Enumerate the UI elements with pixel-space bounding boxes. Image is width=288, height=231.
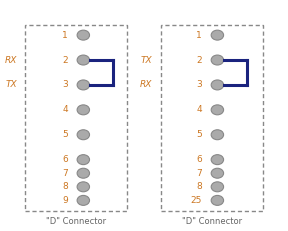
Text: 1: 1	[62, 31, 68, 40]
Circle shape	[211, 55, 223, 65]
Text: RX: RX	[5, 55, 17, 64]
Text: 2: 2	[196, 55, 202, 64]
Text: RX: RX	[140, 80, 152, 89]
Bar	[25, 25, 127, 211]
Circle shape	[77, 105, 90, 115]
Text: "D" Connector: "D" Connector	[46, 217, 106, 226]
Text: 6: 6	[196, 155, 202, 164]
Circle shape	[77, 30, 90, 40]
Circle shape	[77, 130, 90, 140]
Circle shape	[211, 80, 223, 90]
Text: TX: TX	[5, 80, 17, 89]
Circle shape	[77, 55, 90, 65]
Text: 25: 25	[190, 196, 202, 205]
Circle shape	[211, 130, 223, 140]
Text: TX: TX	[141, 55, 152, 64]
Circle shape	[211, 182, 223, 192]
Text: 5: 5	[196, 130, 202, 139]
Circle shape	[77, 182, 90, 192]
Text: 4: 4	[196, 105, 202, 114]
Text: 8: 8	[196, 182, 202, 191]
Text: 7: 7	[62, 169, 68, 178]
Text: 3: 3	[196, 80, 202, 89]
Circle shape	[211, 168, 223, 178]
Circle shape	[77, 168, 90, 178]
Text: 9: 9	[62, 196, 68, 205]
Circle shape	[77, 155, 90, 165]
Circle shape	[211, 155, 223, 165]
Text: 3: 3	[62, 80, 68, 89]
Text: 2: 2	[62, 55, 68, 64]
Circle shape	[77, 80, 90, 90]
Bar	[161, 25, 263, 211]
Circle shape	[211, 30, 223, 40]
Circle shape	[211, 105, 223, 115]
Text: 8: 8	[62, 182, 68, 191]
Text: "D" Connector: "D" Connector	[182, 217, 242, 226]
Text: 4: 4	[62, 105, 68, 114]
Text: 7: 7	[196, 169, 202, 178]
Text: 5: 5	[62, 130, 68, 139]
Circle shape	[77, 195, 90, 205]
Text: 6: 6	[62, 155, 68, 164]
Circle shape	[211, 195, 223, 205]
Text: 1: 1	[196, 31, 202, 40]
